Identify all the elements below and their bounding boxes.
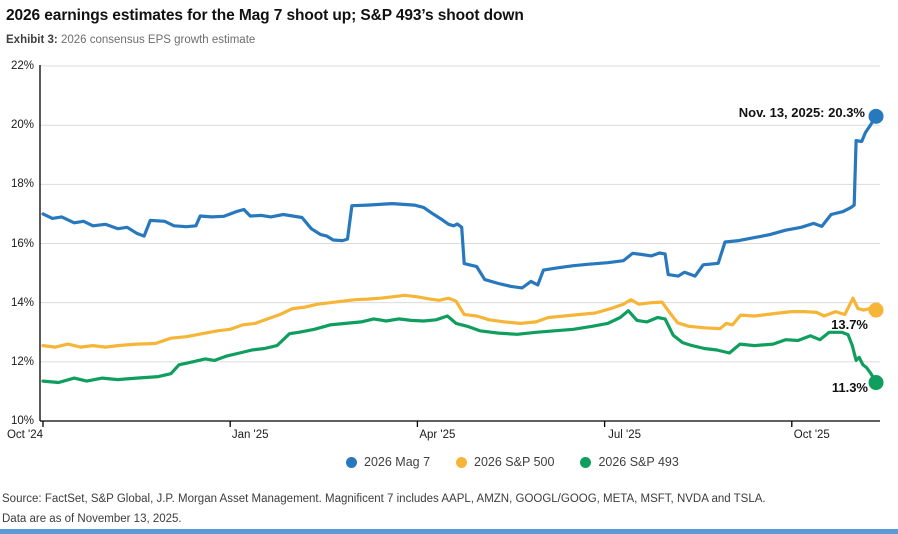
source-line-1: Source: FactSet, S&P Global, J.P. Morgan… — [2, 493, 766, 505]
legend-dot-2026-s-p-500 — [456, 456, 468, 468]
sp500-end-value-label: 13.7% — [831, 317, 868, 332]
y-axis-label: 20% — [10, 119, 34, 132]
exhibit-label: Exhibit 3: — [6, 34, 58, 46]
legend-dot-2026-mag-7 — [346, 456, 357, 468]
legend-dot-2026-s-p-493 — [580, 456, 592, 468]
series-line-2026-s-p-500 — [41, 293, 878, 349]
legend-item-2026-s-p-493: 2026 S&P 493 — [580, 455, 679, 469]
legend-label: 2026 S&P 500 — [474, 455, 555, 469]
x-axis-label: Oct '25 — [793, 429, 830, 441]
legend-label: 2026 Mag 7 — [364, 455, 431, 469]
x-axis-label: Apr '25 — [419, 429, 456, 441]
exhibit-subtitle: Exhibit 3: 2026 consensus EPS growth est… — [6, 34, 255, 46]
series-end-dot-2026-s-p-500 — [868, 302, 884, 318]
source-line-2: Data are as of November 13, 2025. — [2, 513, 182, 525]
x-axis-label: Oct '24 — [6, 429, 44, 441]
source-note: Source: FactSet, S&P Global, J.P. Morgan… — [2, 489, 766, 529]
x-axis-label: Jul '25 — [608, 429, 642, 441]
sp493-end-value-label: 11.3% — [831, 380, 868, 395]
line-chart: 22% 20% 18% 16% 14% 12% 10% Oct '24 Jan '25 Apr … — [6, 60, 884, 441]
x-axis-label: Jan '25 — [231, 429, 269, 441]
legend-label: 2026 S&P 493 — [598, 455, 679, 469]
page-title: 2026 earnings estimates for the Mag 7 sh… — [6, 7, 524, 24]
y-axis-label: 10% — [10, 415, 34, 427]
footer-accent-bar — [0, 529, 898, 534]
exhibit-subtitle-text: 2026 consensus EPS growth estimate — [57, 34, 256, 46]
peak-annotation: Nov. 13, 2025: 20.3% — [738, 105, 865, 120]
y-axis-label: 12% — [10, 355, 34, 368]
y-axis-label: 22% — [10, 60, 34, 73]
series-end-dot-2026-mag-7 — [868, 108, 884, 124]
series-line-2026-mag-7 — [41, 114, 878, 290]
y-axis-label: 14% — [10, 296, 34, 309]
legend-item-2026-s-p-500: 2026 S&P 500 — [456, 455, 554, 469]
legend-item-2026-mag-7: 2026 Mag 7 — [346, 455, 430, 469]
y-axis-label: 18% — [10, 178, 34, 191]
chart-legend: 2026 Mag 7 2026 S&P 500 2026 S&P 493 — [346, 455, 679, 469]
y-axis-label: 16% — [10, 237, 34, 250]
series-end-dot-2026-s-p-493 — [868, 375, 884, 391]
chart-canvas — [39, 65, 884, 427]
series-line-2026-s-p-493 — [41, 309, 878, 385]
